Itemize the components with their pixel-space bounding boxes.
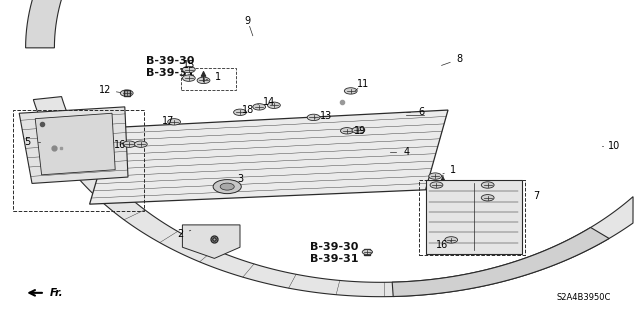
Text: 8: 8 — [456, 54, 463, 64]
Text: 5: 5 — [24, 137, 30, 147]
Circle shape — [134, 141, 147, 147]
Bar — [13, 110, 144, 211]
Circle shape — [182, 66, 195, 73]
Text: 1: 1 — [214, 71, 221, 82]
Circle shape — [213, 180, 241, 194]
Text: 10: 10 — [608, 141, 621, 151]
Text: B-39-30: B-39-30 — [146, 56, 195, 66]
Text: 3: 3 — [237, 174, 243, 184]
Circle shape — [182, 75, 195, 81]
Text: 9: 9 — [244, 16, 251, 26]
Polygon shape — [392, 227, 609, 297]
Text: 4: 4 — [404, 146, 410, 157]
Circle shape — [429, 173, 442, 179]
Text: 7: 7 — [533, 191, 540, 201]
Text: 1: 1 — [450, 165, 456, 175]
Text: 17: 17 — [161, 115, 174, 126]
Polygon shape — [426, 180, 522, 254]
Text: 16: 16 — [435, 240, 448, 250]
Circle shape — [340, 128, 353, 134]
Text: S2A4B3950C: S2A4B3950C — [557, 293, 611, 302]
Polygon shape — [90, 110, 448, 204]
Circle shape — [168, 119, 180, 125]
Circle shape — [352, 127, 365, 133]
Circle shape — [120, 90, 133, 96]
Circle shape — [197, 77, 210, 84]
Circle shape — [253, 104, 266, 110]
Polygon shape — [35, 113, 115, 175]
Text: B-39-31: B-39-31 — [310, 254, 359, 264]
Text: 13: 13 — [320, 111, 333, 122]
Text: 12: 12 — [99, 85, 112, 95]
Text: 14: 14 — [262, 97, 275, 107]
Circle shape — [268, 102, 280, 108]
Circle shape — [445, 237, 458, 243]
Text: 2: 2 — [177, 229, 184, 240]
Text: 19: 19 — [353, 126, 366, 136]
Text: 16: 16 — [114, 139, 127, 150]
Circle shape — [234, 109, 246, 115]
Text: 15: 15 — [182, 60, 195, 70]
Text: B-39-31: B-39-31 — [146, 68, 195, 78]
Circle shape — [344, 88, 357, 94]
Text: B-39-30: B-39-30 — [310, 242, 359, 252]
Polygon shape — [19, 107, 128, 183]
Circle shape — [430, 182, 443, 188]
Polygon shape — [33, 97, 633, 297]
Circle shape — [481, 182, 494, 188]
Circle shape — [362, 249, 372, 255]
Polygon shape — [26, 0, 131, 48]
Text: 18: 18 — [242, 105, 255, 115]
Text: 6: 6 — [418, 107, 424, 117]
Circle shape — [220, 183, 234, 190]
Bar — [419, 180, 525, 255]
Text: Fr.: Fr. — [50, 288, 63, 298]
Bar — [181, 68, 236, 90]
Circle shape — [307, 114, 320, 121]
Text: 11: 11 — [357, 78, 370, 89]
Circle shape — [123, 141, 136, 147]
Circle shape — [481, 195, 494, 201]
Polygon shape — [182, 225, 240, 258]
